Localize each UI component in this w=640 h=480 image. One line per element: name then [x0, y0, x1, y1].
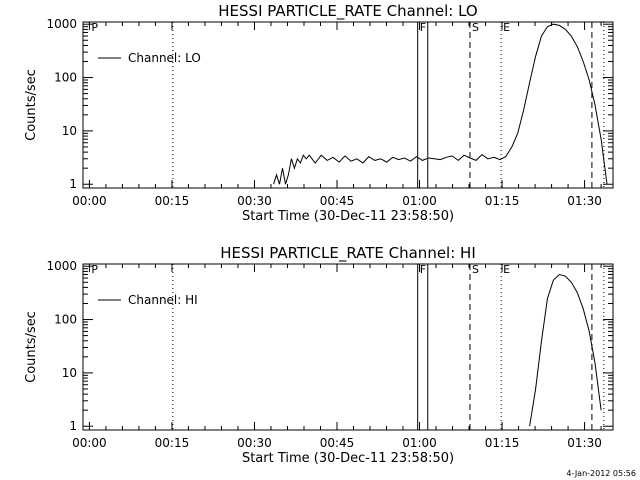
y-axis-label: Counts/sec: [24, 69, 39, 141]
x-tick-label: 00:30: [237, 436, 272, 450]
legend-label: Channel: LO: [128, 51, 201, 65]
y-tick-label: 1000: [46, 17, 77, 31]
x-tick-label: 00:15: [155, 194, 190, 208]
chart-title: HESSI PARTICLE_RATE Channel: HI: [220, 244, 476, 263]
x-tick-label: 01:00: [402, 436, 437, 450]
flag-label: P: [91, 21, 98, 34]
x-tick-label: 00:00: [72, 194, 107, 208]
flag-label: S: [472, 263, 479, 276]
x-tick-label: 00:45: [320, 194, 355, 208]
y-axis-label: Counts/sec: [24, 311, 39, 383]
panel-hi: HESSI PARTICLE_RATE Channel: HI Counts/se…: [24, 244, 614, 466]
flag-label: E: [503, 21, 510, 34]
x-tick-label: 01:00: [402, 194, 437, 208]
y-tick-label: 10: [62, 124, 77, 138]
flag-label: F: [420, 21, 426, 34]
series-line: [273, 23, 608, 185]
chart-title: HESSI PARTICLE_RATE Channel: LO: [218, 2, 477, 21]
y-tick-label: 100: [54, 313, 77, 327]
flag-label: E: [503, 263, 510, 276]
y-tick-label: 10: [62, 366, 77, 380]
panel-lo: HESSI PARTICLE_RATE Channel: LO Counts/se…: [24, 2, 614, 224]
x-axis-label: Start Time (30-Dec-11 23:58:50): [242, 209, 454, 224]
x-tick-label: 01:30: [567, 436, 602, 450]
legend-label: Channel: HI: [128, 293, 198, 307]
x-axis-label: Start Time (30-Dec-11 23:58:50): [242, 451, 454, 466]
y-tick-label: 1: [69, 177, 77, 191]
x-tick-label: 01:15: [485, 194, 520, 208]
x-tick-label: 00:15: [155, 436, 190, 450]
x-tick-label: 00:45: [320, 436, 355, 450]
y-tick-label: 100: [54, 71, 77, 85]
flag-label: P: [91, 263, 98, 276]
footer-date: 4-Jan-2012 05:56: [566, 469, 636, 478]
x-tick-label: 00:30: [237, 194, 272, 208]
plot-frame: [82, 21, 614, 189]
x-tick-label: 01:30: [567, 194, 602, 208]
flag-label: S: [472, 21, 479, 34]
y-tick-label: 1000: [46, 259, 77, 273]
x-tick-label: 00:00: [72, 436, 107, 450]
series-line: [529, 273, 602, 427]
y-tick-label: 1: [69, 419, 77, 433]
flag-label: F: [420, 263, 426, 276]
x-tick-label: 01:15: [485, 436, 520, 450]
